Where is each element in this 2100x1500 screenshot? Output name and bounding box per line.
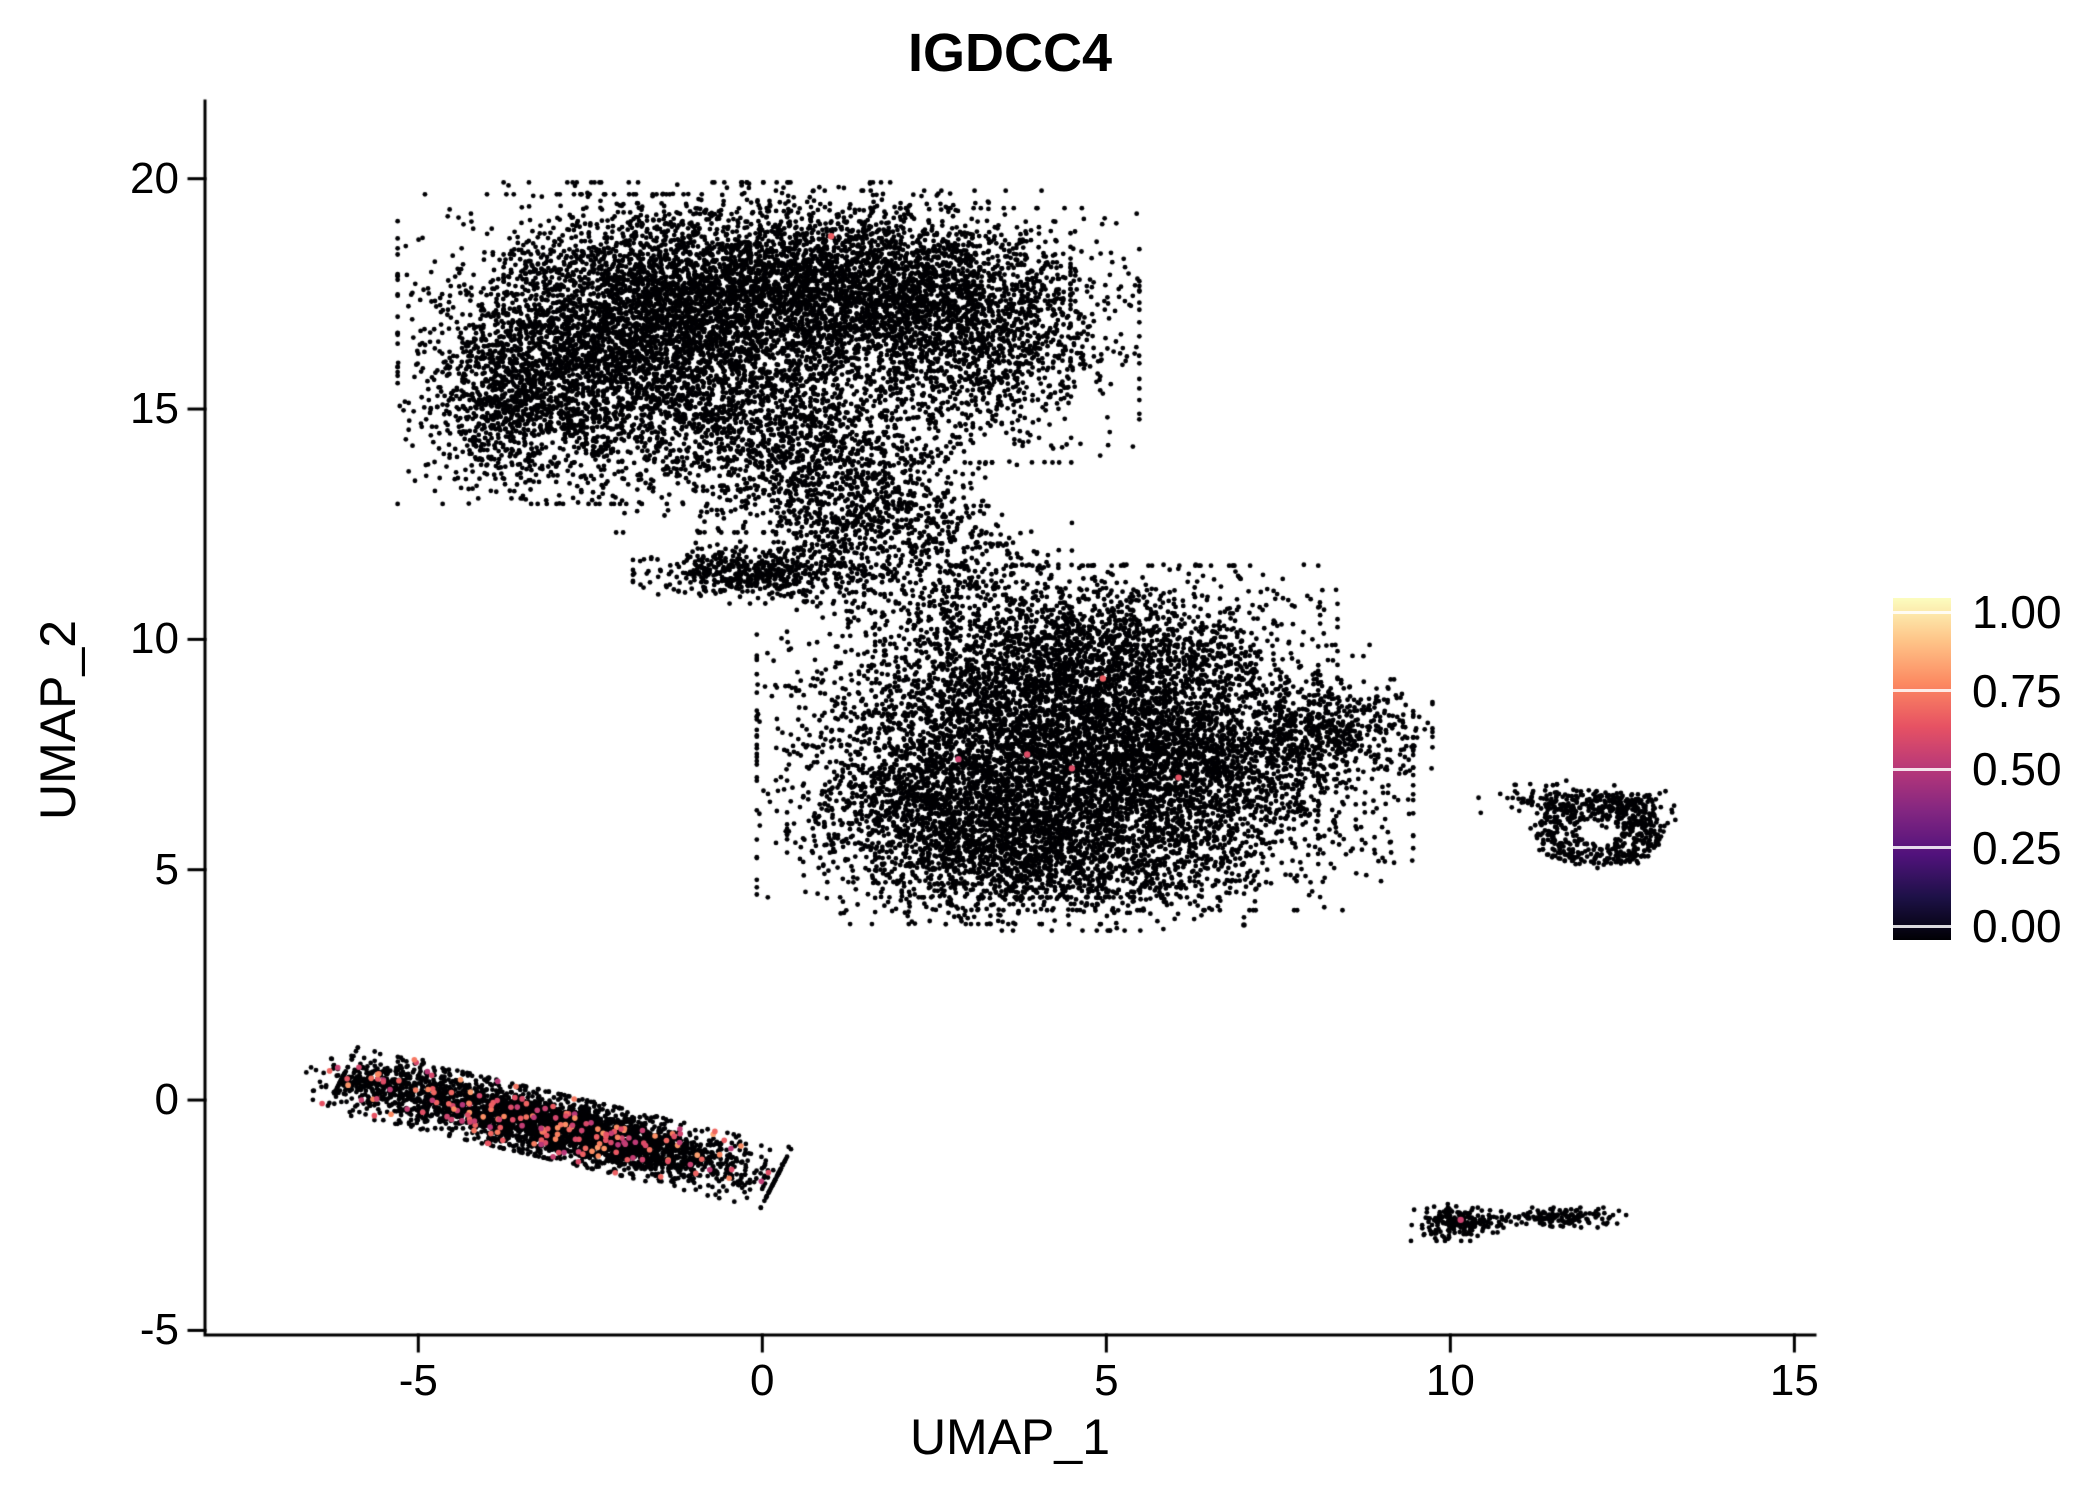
- colorbar-tick: [1893, 924, 1951, 928]
- colorbar-label: 0.25: [1972, 821, 2062, 874]
- colorbar-label: 0.50: [1972, 743, 2062, 795]
- colorbar-label: 1.00: [1972, 586, 2062, 638]
- x-tick-label: -5: [398, 1356, 438, 1405]
- x-tick-label: 0: [750, 1356, 775, 1405]
- y-tick-label: 0: [154, 1075, 179, 1125]
- colorbar-tick: [1893, 846, 1951, 849]
- colorbar-tick: [1893, 689, 1951, 692]
- colorbar-ticks: [1893, 598, 1951, 940]
- plot-title: IGDCC4: [907, 23, 1113, 83]
- x-tick-label: 5: [1094, 1356, 1119, 1405]
- colorbar-labels: 1.00 0.75 0.50 0.25 0.00: [1972, 586, 2100, 952]
- colorbar-label: 0.00: [1972, 900, 2062, 952]
- y-tick-label: 20: [130, 153, 179, 203]
- y-tick-label: 10: [130, 614, 179, 664]
- y-axis-label: UMAP_2: [30, 619, 86, 821]
- colorbar-gradient: [1893, 598, 1951, 940]
- colorbar-label: 0.75: [1972, 664, 2062, 717]
- y-tick-label: -5: [139, 1305, 179, 1355]
- x-tick-label: 10: [1425, 1356, 1475, 1405]
- x-tick-label: 15: [1769, 1356, 1819, 1405]
- colorbar-tick: [1893, 610, 1951, 614]
- y-tick-label: 5: [154, 844, 179, 894]
- y-tick-label: 15: [130, 384, 179, 434]
- colorbar-tick: [1893, 767, 1951, 771]
- x-axis-label: UMAP_1: [909, 1409, 1111, 1465]
